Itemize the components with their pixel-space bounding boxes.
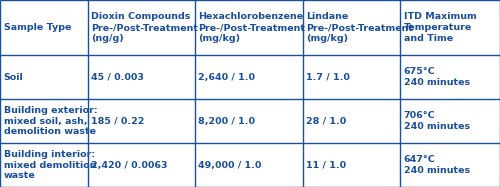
Text: ITD Maximum
Temperature
and Time: ITD Maximum Temperature and Time [404,12,476,43]
Text: 11 / 1.0: 11 / 1.0 [306,160,346,170]
Bar [0,99,500,143]
Text: Hexachlorobenzene
Pre-/Post-Treatment
(mg/kg): Hexachlorobenzene Pre-/Post-Treatment (m… [198,12,306,43]
Text: 8,200 / 1.0: 8,200 / 1.0 [198,117,256,126]
Text: 28 / 1.0: 28 / 1.0 [306,117,346,126]
Text: 45 / 0.003: 45 / 0.003 [91,73,144,82]
Text: 49,000 / 1.0: 49,000 / 1.0 [198,160,262,170]
Text: Building exterior:
mixed soil, ash,
demolition waste: Building exterior: mixed soil, ash, demo… [4,106,97,136]
Text: 2,420 / 0.0063: 2,420 / 0.0063 [91,160,168,170]
Text: Sample Type: Sample Type [4,23,71,32]
Bar [0,143,500,187]
Text: Dioxin Compounds
Pre-/Post-Treatment
(ng/g): Dioxin Compounds Pre-/Post-Treatment (ng… [91,12,198,43]
Text: 647°C
240 minutes: 647°C 240 minutes [404,155,469,175]
Text: 1.7 / 1.0: 1.7 / 1.0 [306,73,350,82]
Text: Soil: Soil [4,73,23,82]
Text: Building interior:
mixed demolition
waste: Building interior: mixed demolition wast… [4,150,96,180]
Bar [0,55,500,99]
Text: Lindane
Pre-/Post-Treatment
(mg/kg): Lindane Pre-/Post-Treatment (mg/kg) [306,12,413,43]
Text: 675°C
240 minutes: 675°C 240 minutes [404,67,469,87]
Bar [0,0,500,55]
Text: 185 / 0.22: 185 / 0.22 [91,117,144,126]
Text: 706°C
240 minutes: 706°C 240 minutes [404,111,469,131]
Text: 2,640 / 1.0: 2,640 / 1.0 [198,73,256,82]
